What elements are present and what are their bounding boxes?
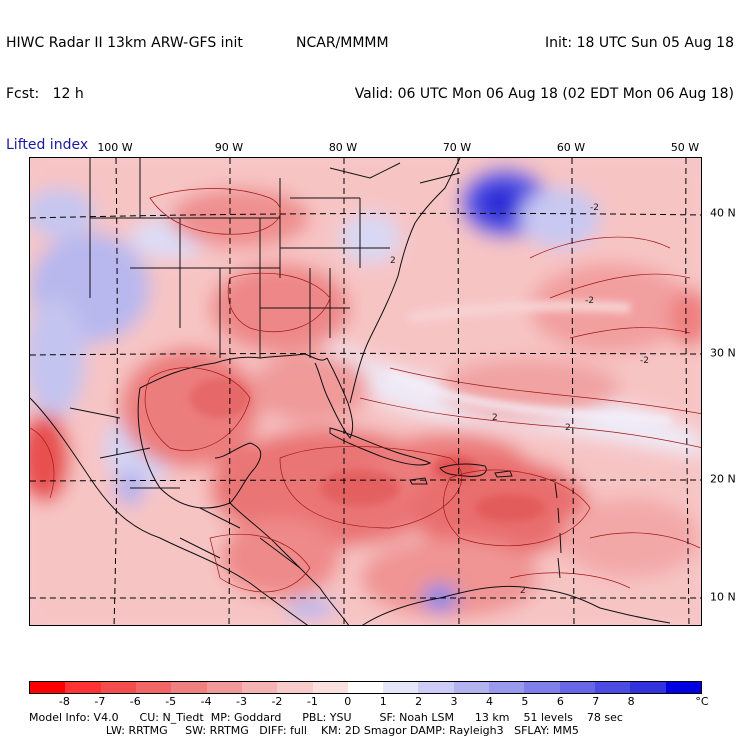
color-scale-tick-label: -6: [129, 695, 141, 708]
lifted-index-map: -2 2 2 2 -2 -2 2: [29, 157, 702, 626]
model-title: HIWC Radar II 13km ARW-GFS init: [6, 35, 243, 51]
color-scale-tick-label: 0: [344, 695, 352, 708]
contour-label: -2: [640, 356, 649, 366]
lon-label-70w: 70 W: [442, 141, 472, 154]
header-left: HIWC Radar II 13km ARW-GFS init Fcst: 12…: [6, 1, 243, 171]
color-scale-unit: °C: [695, 695, 709, 708]
lat-label-30n: 30 N: [710, 346, 736, 360]
map-canvas: -2 2 2 2 -2 -2 2: [30, 158, 701, 625]
color-swatch: [347, 682, 384, 693]
contour-label: -2: [590, 203, 599, 213]
coastlines: [30, 158, 671, 625]
color-swatch: [171, 682, 207, 693]
color-scale-tick-label: 5: [521, 695, 529, 708]
header-right: Init: 18 UTC Sun 05 Aug 18 Valid: 06 UTC…: [355, 1, 734, 120]
shaded-detail: [190, 301, 671, 522]
model-info-line1: Model Info: V4.0 CU: N_Tiedt MP: Goddard…: [29, 711, 623, 724]
color-swatch: [559, 682, 595, 693]
organization: NCAR/MMMM: [296, 35, 389, 51]
color-swatch: [524, 682, 560, 693]
field-name: Lifted index: [6, 137, 89, 153]
color-swatch: [135, 682, 172, 693]
lat-label-20n: 20 N: [710, 472, 736, 486]
contour-label: 2: [520, 586, 526, 596]
contour-label: 2: [492, 413, 498, 423]
color-swatch: [30, 682, 66, 693]
color-scale-tick-label: 8: [627, 695, 635, 708]
color-swatch: [665, 682, 701, 693]
lat-label-40n: 40 N: [710, 206, 736, 220]
color-swatch: [277, 682, 313, 693]
color-scale-tick-label: -3: [236, 695, 247, 708]
lon-label-100w: 100 W: [97, 141, 133, 154]
contour-label: -2: [585, 296, 594, 306]
model-info-line2: LW: RRTMG SW: RRTMG DIFF: full KM: 2D Sm…: [29, 724, 579, 737]
lon-label-60w: 60 W: [556, 141, 586, 154]
header-mid: NCAR/MMMM: [296, 1, 389, 69]
color-scale-tick-label: 7: [592, 695, 600, 708]
color-swatch: [453, 682, 490, 693]
lon-label-80w: 80 W: [328, 141, 358, 154]
color-swatch: [489, 682, 525, 693]
contour-label: 2: [565, 423, 571, 433]
color-swatch: [206, 682, 242, 693]
color-swatch: [312, 682, 348, 693]
lon-label-50w: 50 W: [670, 141, 700, 154]
graticule: [30, 158, 701, 625]
color-swatch: [630, 682, 666, 693]
color-scale-bar: [29, 681, 702, 694]
color-swatch: [65, 682, 101, 693]
lon-label-90w: 90 W: [214, 141, 244, 154]
color-swatch: [241, 682, 278, 693]
contour-label: 2: [390, 256, 396, 266]
color-scale-tick-label: -4: [200, 695, 212, 708]
color-scale-tick-label: -1: [306, 695, 318, 708]
color-scale-tick-label: 3: [450, 695, 458, 708]
color-scale-tick-label: -7: [94, 695, 106, 708]
contour-labels: -2 2 2 2 -2 -2 2: [390, 203, 649, 596]
color-scale-tick-label: -8: [58, 695, 70, 708]
color-swatch: [383, 682, 419, 693]
color-swatch: [595, 682, 631, 693]
init-time: Init: 18 UTC Sun 05 Aug 18: [545, 35, 734, 51]
forecast-hour: Fcst: 12 h: [6, 86, 84, 102]
valid-time: Valid: 06 UTC Mon 06 Aug 18 (02 EDT Mon …: [354, 86, 734, 102]
color-scale-tick-label: -2: [271, 695, 283, 708]
color-scale-tick-label: 6: [556, 695, 564, 708]
color-swatch: [418, 682, 454, 693]
lat-label-10n: 10 N: [710, 590, 736, 604]
color-scale-tick-label: 4: [485, 695, 493, 708]
color-scale-tick-label: 1: [379, 695, 387, 708]
shaded-field: [30, 158, 701, 625]
color-scale-tick-label: -5: [165, 695, 177, 708]
color-swatch: [100, 682, 136, 693]
color-scale-tick-label: 2: [415, 695, 423, 708]
